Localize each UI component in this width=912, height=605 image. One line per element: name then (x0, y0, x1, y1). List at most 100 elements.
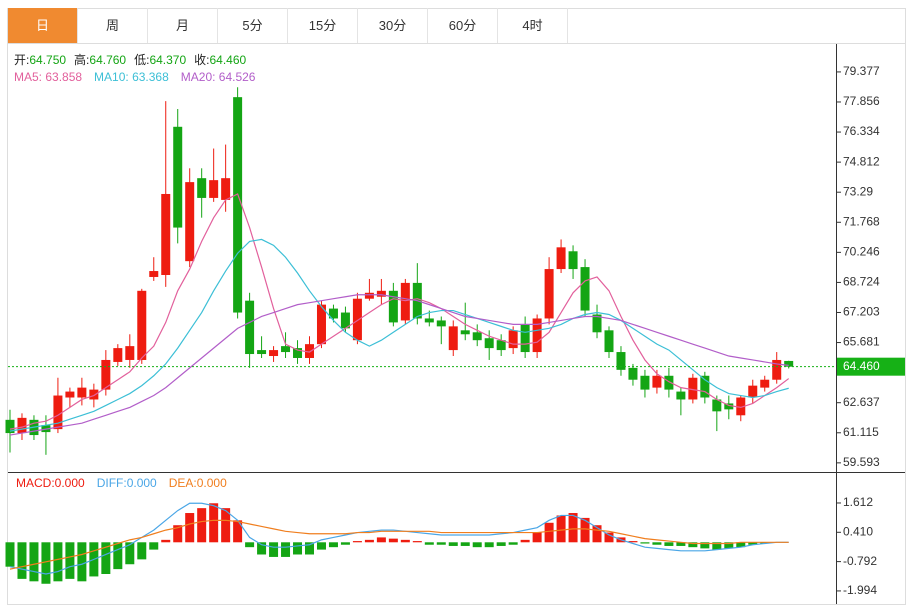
info-label: 低: (134, 53, 149, 67)
period-tab[interactable]: 4时 (498, 8, 568, 43)
candle-body (245, 300, 255, 355)
info-value: 64.460 (209, 53, 246, 67)
candle-body (400, 282, 410, 321)
macd-bar (209, 503, 219, 543)
macd-bar (568, 513, 578, 543)
y-tick-label: 70.246 (843, 245, 880, 259)
period-tab[interactable]: 15分 (288, 8, 358, 43)
y-tick-label: 76.334 (843, 124, 880, 138)
candle-body (424, 318, 434, 323)
macd-bar (269, 542, 279, 557)
macd-bar (472, 542, 482, 548)
macd-bar (245, 542, 255, 548)
candle-body (724, 403, 734, 410)
macd-bar (53, 542, 63, 582)
ma-legend-item: MA10: 63.368 (94, 70, 169, 84)
candle-body (472, 332, 482, 341)
candle-body (161, 193, 171, 275)
macd-bar (149, 542, 159, 550)
y-tick-label: 79.377 (843, 64, 880, 78)
macd-bar (652, 542, 662, 545)
macd-bar (340, 542, 350, 545)
period-tabs: 日周月 5分 15分 30分 60分 4时 (8, 8, 905, 44)
candle-body (568, 251, 578, 270)
period-tab[interactable]: 周 (78, 8, 148, 43)
candle-body (544, 269, 554, 319)
period-tab[interactable]: 5分 (218, 8, 288, 43)
candle-body (137, 290, 147, 360)
candle-body (149, 271, 159, 277)
info-value: 64.760 (89, 53, 126, 67)
candle-body (89, 389, 99, 400)
macd-bar (173, 525, 183, 543)
y-tick-label: 0.410 (843, 524, 873, 538)
macd-bar (412, 541, 422, 543)
macd-bar (161, 539, 171, 543)
candle-body (5, 419, 15, 434)
candle-body (281, 346, 291, 353)
candle-body (316, 304, 326, 345)
macd-bar (460, 542, 470, 546)
candle-body (604, 330, 614, 353)
ohlc-info: 开:64.750 高:64.760 低:64.370 收:64.460 (14, 52, 247, 67)
macd-bar (352, 541, 362, 543)
period-tab[interactable]: 月 (148, 8, 218, 43)
y-tick-label: 73.29 (843, 184, 873, 198)
candle-body (784, 360, 794, 367)
candle-body (736, 397, 746, 416)
macd-bar (736, 542, 746, 548)
candle-body (652, 375, 662, 388)
macd-bar (604, 532, 614, 543)
macd-bar (664, 542, 674, 546)
ma-line (9, 294, 789, 436)
candle-body (556, 247, 566, 270)
candle-body (688, 377, 698, 400)
macd-bar (305, 542, 314, 555)
macd-bar (197, 508, 207, 543)
period-tab[interactable]: 日 (8, 8, 78, 43)
macd-bar (101, 542, 111, 574)
y-tick-label: 1.612 (843, 495, 873, 509)
candle-body (436, 320, 446, 327)
y-tick-label: 67.203 (843, 305, 880, 319)
candle-body (352, 298, 362, 341)
macd-bar (400, 539, 410, 543)
macd-bar (592, 525, 602, 543)
candle-body (748, 385, 758, 398)
macd-legend-item: DEA:0.000 (169, 476, 227, 490)
candle-body (113, 348, 123, 362)
candle-body (293, 348, 303, 358)
ma-line (9, 193, 790, 430)
last-price-box (837, 357, 905, 376)
macd-bar (233, 520, 243, 543)
candle-body (364, 292, 374, 299)
y-tick-label: 71.768 (843, 214, 880, 228)
period-tab[interactable]: 30分 (358, 8, 428, 43)
candle-body (676, 391, 686, 400)
macd-bar (281, 542, 291, 557)
candle-body (664, 375, 674, 390)
y-tick-label: 61.115 (843, 425, 879, 439)
candle-body (53, 395, 63, 430)
macd-bar (436, 542, 446, 545)
info-label: 高: (74, 52, 89, 67)
macd-legend: MACD:0.000 DIFF:0.000 DEA:0.000 (16, 476, 227, 490)
info-value: 64.750 (29, 53, 66, 67)
macd-bar (712, 542, 722, 550)
macd-bar (724, 542, 734, 549)
y-tick-label: 65.681 (843, 335, 880, 349)
macd-bar (29, 542, 39, 582)
period-tab[interactable]: 60分 (428, 8, 498, 43)
y-tick-label: -0.792 (843, 554, 877, 568)
macd-bar (484, 542, 494, 548)
macd-bar (700, 542, 710, 549)
macd-bar (424, 542, 434, 545)
candle-body (460, 330, 470, 335)
macd-bar (760, 542, 770, 544)
candle-body (616, 352, 626, 370)
candle-body (640, 375, 650, 390)
macd-bar (532, 532, 542, 543)
macd-bar (748, 542, 758, 545)
candle-body (65, 391, 75, 398)
